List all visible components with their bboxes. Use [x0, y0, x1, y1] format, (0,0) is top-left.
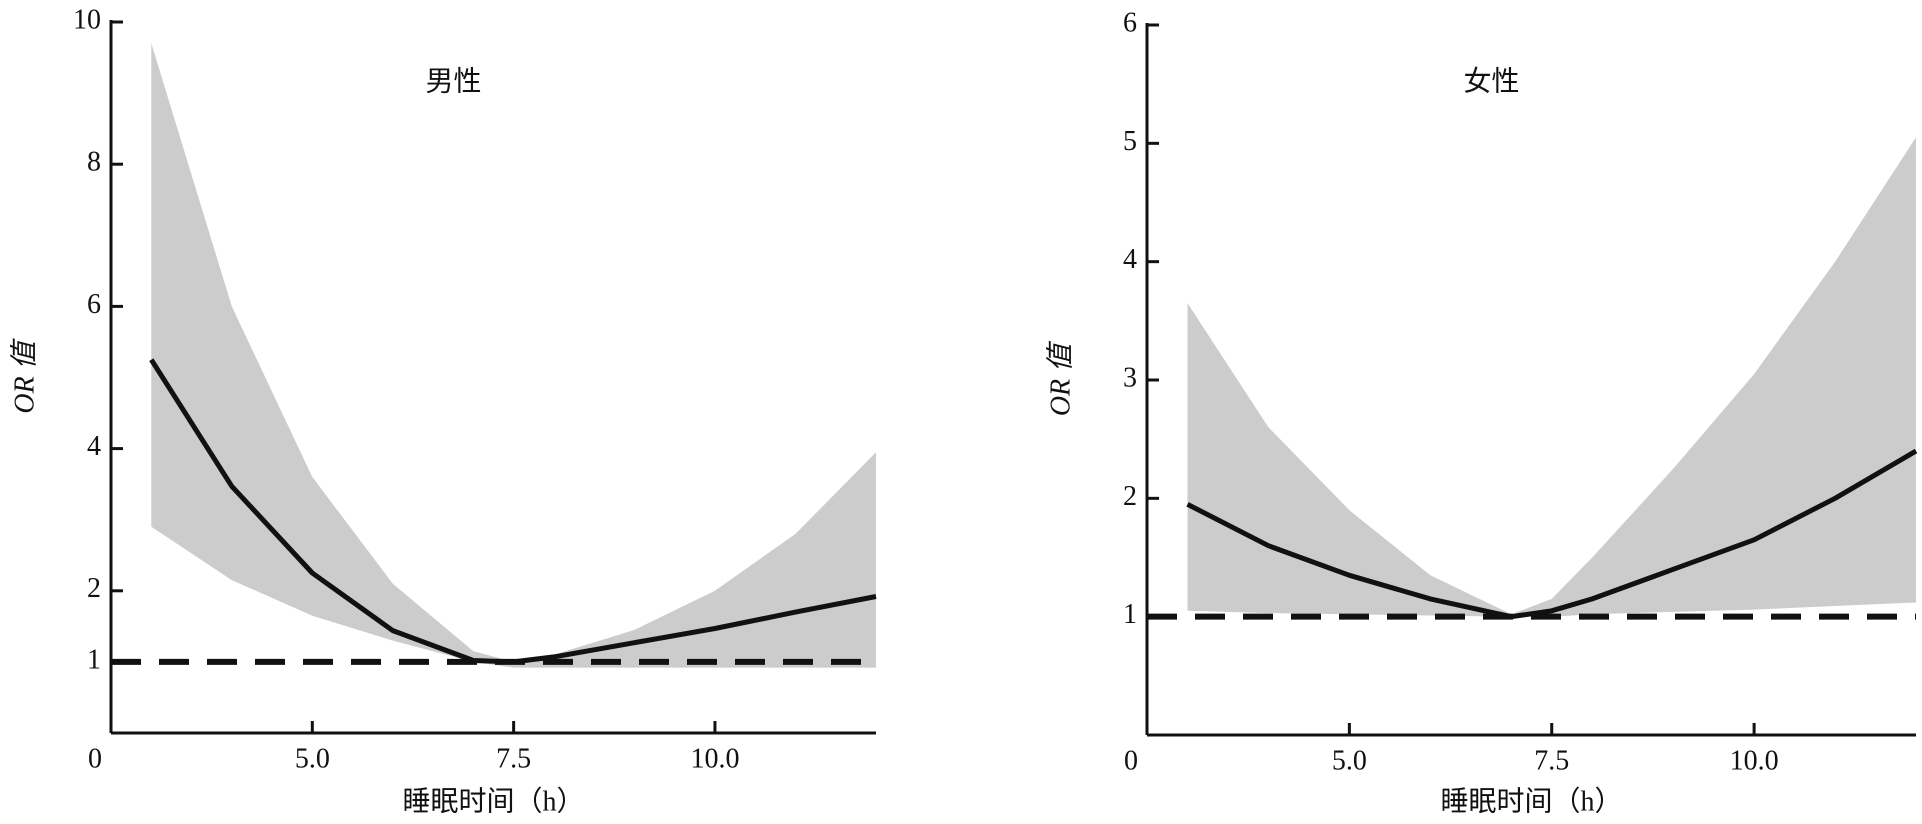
y-tick-label: 6	[87, 289, 101, 320]
y-tick-label: 2	[87, 573, 101, 604]
y-tick-label: 10	[73, 4, 101, 35]
y-tick-label: 1	[1123, 599, 1137, 630]
y-tick-label: 5	[1123, 126, 1137, 157]
y-tick-label: 1	[87, 644, 101, 675]
or-curve	[1186, 448, 1918, 620]
x-tick-label: 10.0	[690, 743, 739, 774]
x-tick-label: 7.5	[1534, 745, 1569, 776]
x-tick-label: 0	[1124, 745, 1138, 776]
or-curve	[149, 358, 877, 665]
x-tick-label: 5.0	[295, 743, 330, 774]
chart-title: 男性	[425, 65, 481, 97]
x-tick-label: 5.0	[1332, 745, 1367, 776]
x-tick-label: 10.0	[1730, 745, 1779, 776]
y-tick-label: 6	[1123, 7, 1137, 38]
y-axis-label: OR 值	[9, 337, 40, 413]
y-tick-label: 3	[1123, 362, 1137, 393]
x-axis-label: 睡眠时间（h）	[1440, 785, 1622, 817]
x-tick-label: 0	[88, 743, 102, 774]
y-axis-label: OR 值	[1045, 340, 1076, 416]
x-axis-label: 睡眠时间（h）	[402, 785, 584, 817]
y-tick-label: 2	[1123, 481, 1137, 512]
confidence-band	[151, 43, 877, 668]
chart-title: 女性	[1463, 65, 1519, 97]
y-tick-label: 8	[87, 147, 101, 178]
x-tick-label: 7.5	[496, 743, 531, 774]
y-tick-label: 4	[1123, 244, 1137, 275]
y-tick-label: 4	[87, 431, 101, 462]
confidence-band	[1187, 137, 1916, 617]
